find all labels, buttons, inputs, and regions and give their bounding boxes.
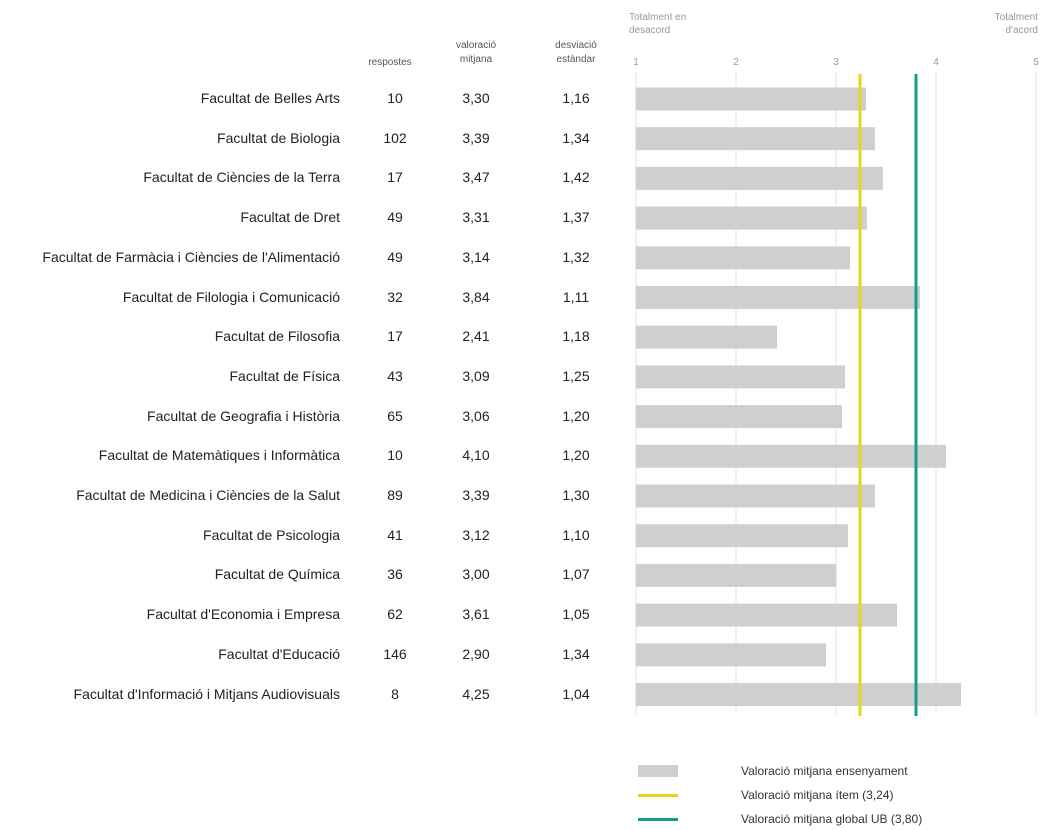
sd-cell: 1,32	[562, 248, 590, 265]
bar	[636, 166, 883, 190]
responses-cell: 62	[387, 606, 403, 623]
row-label: Facultat de Farmàcia i Ciències de l'Ali…	[42, 248, 340, 265]
mean-cell: 3,30	[462, 90, 490, 106]
bar	[636, 683, 961, 706]
mean-cell: 2,90	[462, 645, 490, 662]
mean-cell: 3,00	[462, 566, 490, 583]
sd-cell: 1,20	[562, 447, 590, 464]
row-label: Facultat de Física	[229, 367, 341, 384]
row-label: Facultat de Geografia i Història	[147, 407, 340, 424]
row-label: Facultat de Belles Arts	[200, 90, 340, 106]
scale-left-label: Totalment en desacord	[629, 12, 687, 36]
sd-cell: 1,10	[562, 526, 590, 543]
tick-label: 1	[633, 57, 639, 68]
responses-cell: 10	[387, 447, 403, 464]
mean-cell: 3,09	[462, 367, 490, 384]
row-label: Facultat de Filologia i Comunicació	[122, 288, 340, 305]
responses-cell: 41	[387, 526, 403, 543]
bar	[636, 524, 848, 548]
responses-cell: 17	[387, 169, 403, 186]
responses-cell: 8	[391, 685, 399, 702]
bar	[636, 405, 842, 429]
legend-item-line-label: Valoració mitjana ítem (3,24)	[741, 788, 894, 802]
responses-cell: 43	[387, 367, 403, 384]
mean-cell: 3,39	[462, 487, 490, 503]
bar	[636, 206, 867, 230]
mean-cell: 3,61	[462, 606, 490, 623]
row-label: Facultat de Química	[214, 566, 340, 583]
responses-cell: 49	[387, 209, 403, 226]
row-label: Facultat d'Educació	[218, 645, 340, 662]
row-label: Facultat de Psicologia	[203, 526, 340, 543]
bar	[636, 87, 866, 111]
header-sd: desviació estàndar	[555, 40, 597, 65]
sd-cell: 1,42	[562, 169, 590, 186]
mean-cell: 3,47	[462, 169, 490, 186]
bar	[636, 643, 826, 667]
mean-cell: 3,31	[462, 209, 490, 226]
bar	[636, 325, 777, 349]
bar	[636, 246, 850, 270]
responses-cell: 17	[387, 328, 403, 345]
sd-cell: 1,20	[562, 407, 590, 424]
sd-cell: 1,16	[562, 90, 590, 106]
bar	[636, 365, 845, 389]
row-label: Facultat d'Informació i Mitjans Audiovis…	[73, 685, 340, 702]
bar	[636, 286, 920, 309]
legend-bar-swatch	[638, 765, 678, 777]
header-responses: respostes	[368, 57, 412, 68]
responses-cell: 146	[383, 645, 407, 662]
row-label: Facultat de Medicina i Ciències de la Sa…	[76, 487, 340, 503]
mean-cell: 3,39	[462, 129, 490, 146]
bar	[636, 603, 897, 627]
mean-cell: 3,14	[462, 248, 490, 265]
responses-cell: 49	[387, 248, 403, 265]
legend-global-line-label: Valoració mitjana global UB (3,80)	[741, 812, 923, 826]
sd-cell: 1,30	[562, 487, 590, 503]
tick-label: 4	[933, 57, 939, 68]
legend-global-line-swatch	[638, 818, 678, 821]
mean-cell: 4,10	[462, 447, 490, 464]
bar	[636, 444, 946, 468]
responses-cell: 32	[387, 288, 403, 305]
sd-cell: 1,37	[562, 209, 590, 226]
mean-cell: 3,12	[462, 526, 490, 543]
sd-cell: 1,25	[562, 367, 590, 384]
responses-cell: 102	[383, 129, 407, 146]
mean-cell: 3,06	[462, 407, 490, 424]
responses-cell: 89	[387, 487, 403, 503]
row-label: Facultat de Ciències de la Terra	[143, 169, 340, 186]
sd-cell: 1,05	[562, 606, 590, 623]
sd-cell: 1,34	[562, 645, 590, 662]
bar	[636, 484, 875, 508]
row-label: Facultat de Biologia	[217, 129, 340, 146]
tick-label: 5	[1033, 57, 1039, 68]
bar	[636, 563, 836, 587]
sd-cell: 1,34	[562, 129, 590, 146]
row-label: Facultat de Filosofia	[214, 328, 340, 345]
mean-cell: 2,41	[462, 328, 490, 345]
row-label: Facultat d'Economia i Empresa	[146, 606, 340, 623]
row-label: Facultat de Matemàtiques i Informàtica	[98, 447, 340, 464]
legend-bar-label: Valoració mitjana ensenyament	[741, 764, 908, 778]
sd-cell: 1,04	[562, 685, 590, 702]
legend: Valoració mitjana ensenyament Valoració …	[638, 760, 1038, 830]
scale-right-label: Totalment d'acord	[994, 12, 1038, 36]
legend-item-line-swatch	[638, 794, 678, 797]
tick-label: 2	[733, 57, 739, 68]
responses-cell: 65	[387, 407, 403, 424]
mean-cell: 4,25	[462, 685, 490, 702]
bar	[636, 127, 875, 151]
sd-cell: 1,11	[562, 288, 590, 305]
tick-label: 3	[833, 57, 839, 68]
sd-cell: 1,07	[562, 566, 590, 583]
sd-cell: 1,18	[562, 328, 590, 345]
header-mean: valoració mitjana	[455, 40, 497, 65]
responses-cell: 36	[387, 566, 403, 583]
row-label: Facultat de Dret	[240, 209, 340, 226]
responses-cell: 10	[387, 90, 403, 106]
mean-cell: 3,84	[462, 288, 490, 305]
